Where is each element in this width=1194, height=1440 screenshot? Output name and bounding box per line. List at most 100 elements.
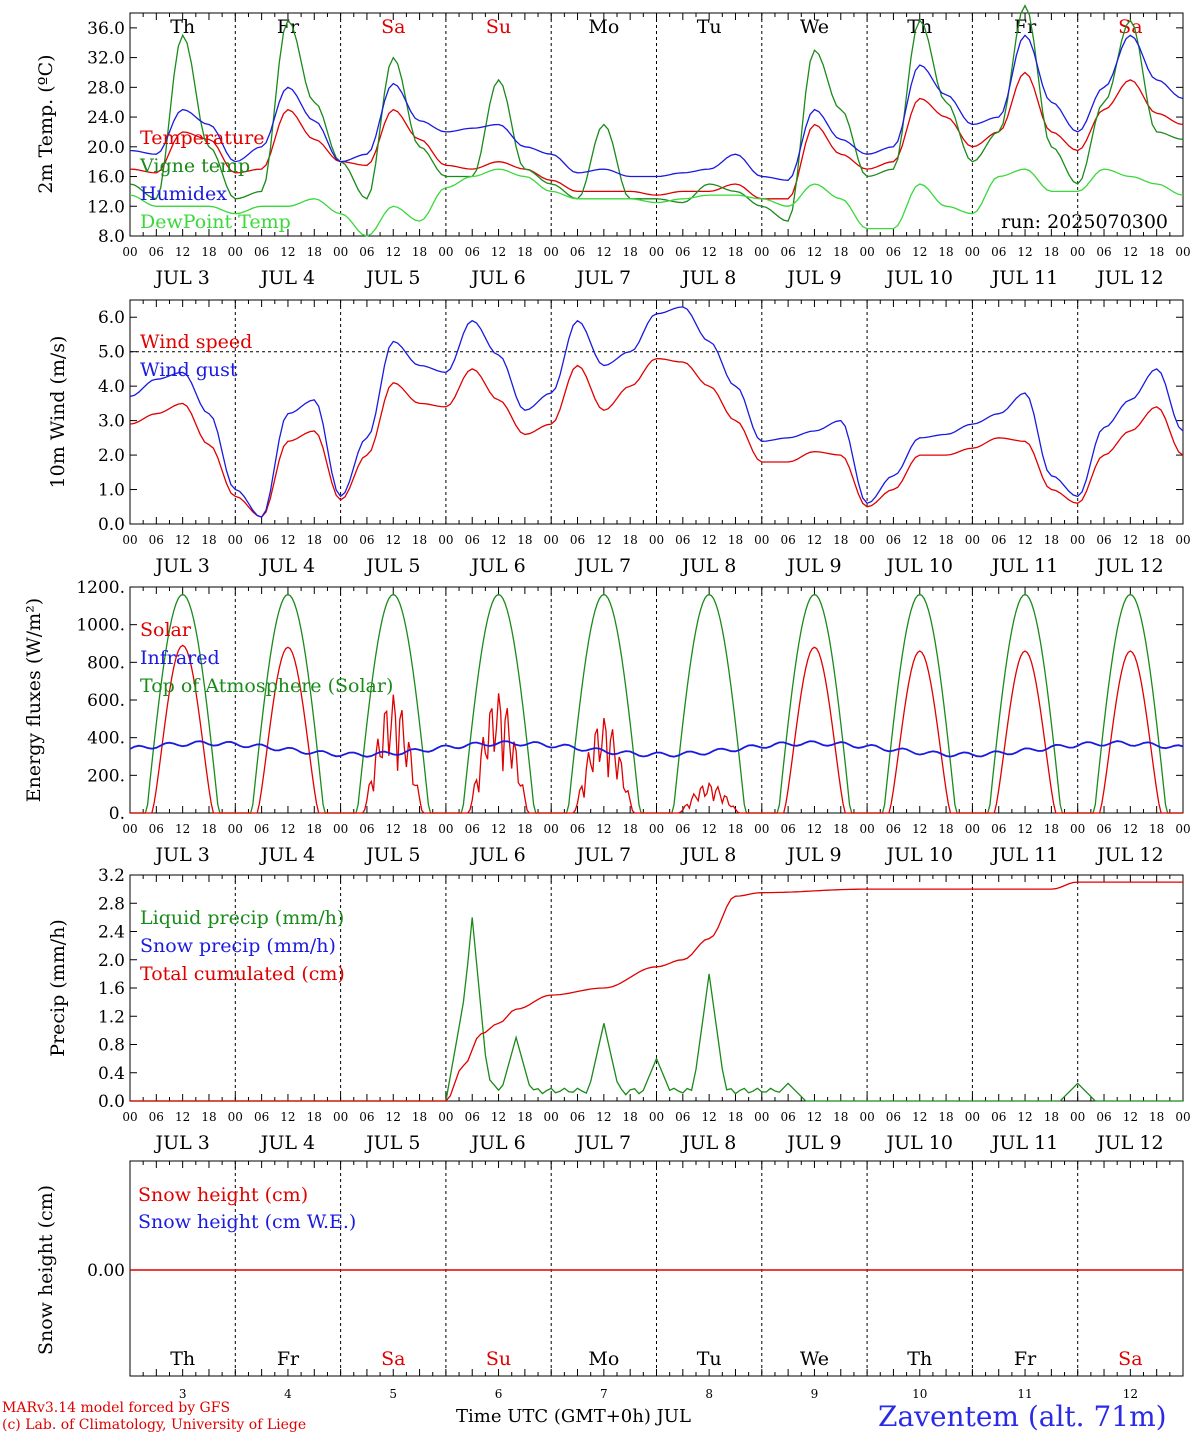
hour-tick-label: 12 <box>491 533 506 547</box>
date-label: JUL 4 <box>259 267 315 289</box>
day-name: Sa <box>381 16 405 38</box>
hour-tick-label: 12 <box>1017 1110 1032 1124</box>
hour-tick-label: 06 <box>359 822 374 836</box>
wind-y-tick-label: 6.0 <box>98 308 125 328</box>
hour-tick-label: 18 <box>1149 822 1164 836</box>
hour-tick-label: 00 <box>859 533 874 547</box>
day-name: Sa <box>381 1348 405 1370</box>
hour-tick-label: 18 <box>728 245 743 259</box>
panel-5 <box>129 1160 1184 1377</box>
precip-y-tick-label: 0.8 <box>98 1036 125 1056</box>
wind-y-tick-label: 3.0 <box>98 412 125 432</box>
hour-tick-label: 00 <box>228 245 243 259</box>
hour-tick-label: 18 <box>938 822 953 836</box>
date-label: JUL 4 <box>259 555 315 577</box>
day-number: 6 <box>495 1387 503 1400</box>
hour-tick-label: 18 <box>938 1110 953 1124</box>
hour-tick-label: 00 <box>333 822 348 836</box>
date-label: JUL 10 <box>885 1132 953 1154</box>
date-label: JUL 7 <box>575 844 631 866</box>
legend-entry: Liquid precip (mm/h) <box>140 907 344 929</box>
hour-tick-label: 12 <box>912 1110 927 1124</box>
hour-tick-label: 18 <box>1149 533 1164 547</box>
hour-tick-label: 12 <box>807 533 822 547</box>
hour-tick-label: 12 <box>912 822 927 836</box>
date-label: JUL 8 <box>680 267 736 289</box>
hour-tick-label: 18 <box>623 822 638 836</box>
hour-tick-label: 06 <box>149 533 164 547</box>
hour-tick-label: 12 <box>491 822 506 836</box>
day-name: Th <box>170 1348 195 1370</box>
hour-tick-label: 12 <box>280 245 295 259</box>
day-number: 7 <box>600 1387 608 1400</box>
hour-tick-label: 18 <box>201 822 216 836</box>
date-label: JUL 3 <box>153 267 209 289</box>
hour-tick-label: 00 <box>1175 822 1190 836</box>
hour-tick-label: 00 <box>438 245 453 259</box>
hour-tick-label: 06 <box>254 245 269 259</box>
hour-tick-label: 12 <box>702 822 717 836</box>
temp-y-tick-label: 32.0 <box>87 49 125 69</box>
hour-tick-label: 12 <box>912 533 927 547</box>
date-label: JUL 3 <box>153 555 209 577</box>
y-axis-title: 10m Wind (m/s) <box>47 336 69 489</box>
hour-tick-label: 06 <box>465 1110 480 1124</box>
panel-1 <box>129 12 1184 237</box>
legend-entry: Solar <box>140 619 192 641</box>
temp-y-tick-label: 12.0 <box>87 197 125 217</box>
precip-y-tick-label: 2.8 <box>98 894 125 914</box>
hour-tick-label: 12 <box>596 822 611 836</box>
hour-tick-label: 18 <box>517 822 532 836</box>
hour-tick-label: 00 <box>438 533 453 547</box>
hour-tick-label: 00 <box>228 1110 243 1124</box>
hour-tick-label: 12 <box>702 533 717 547</box>
hour-tick-label: 00 <box>544 245 559 259</box>
hour-tick-label: 00 <box>1070 1110 1085 1124</box>
day-number: 3 <box>179 1387 187 1400</box>
hour-tick-label: 12 <box>175 822 190 836</box>
day-number: 5 <box>389 1387 397 1400</box>
hour-tick-label: 06 <box>570 822 585 836</box>
date-label: JUL 9 <box>785 1132 841 1154</box>
hour-tick-label: 00 <box>333 533 348 547</box>
hour-tick-label: 18 <box>307 245 322 259</box>
hour-tick-label: 00 <box>1175 533 1190 547</box>
hour-tick-label: 00 <box>333 245 348 259</box>
date-label: JUL 7 <box>575 1132 631 1154</box>
date-label: JUL 11 <box>990 267 1058 289</box>
hour-tick-label: 00 <box>649 822 664 836</box>
hour-tick-label: 18 <box>307 1110 322 1124</box>
hour-tick-label: 00 <box>122 533 137 547</box>
date-label: JUL 4 <box>259 844 315 866</box>
hour-tick-label: 00 <box>1175 1110 1190 1124</box>
hour-tick-label: 06 <box>780 1110 795 1124</box>
legend-entry: Wind speed <box>140 331 252 353</box>
precip-y-tick-label: 1.2 <box>98 1007 125 1027</box>
day-name: Tu <box>697 1348 722 1370</box>
hour-tick-label: 12 <box>807 245 822 259</box>
day-name: Sa <box>1118 1348 1142 1370</box>
date-label: JUL 6 <box>469 555 525 577</box>
precip-y-tick-label: 0.4 <box>98 1064 125 1084</box>
precip-y-tick-label: 2.4 <box>98 923 125 943</box>
energy-y-tick-label: 600. <box>87 691 125 711</box>
hour-tick-label: 18 <box>833 245 848 259</box>
day-name: We <box>800 1348 829 1370</box>
hour-tick-label: 00 <box>754 1110 769 1124</box>
hour-tick-label: 18 <box>728 1110 743 1124</box>
wind-y-tick-label: 5.0 <box>98 343 125 363</box>
series-wind-gust <box>129 306 1184 518</box>
hour-tick-label: 18 <box>938 533 953 547</box>
hour-tick-label: 00 <box>754 245 769 259</box>
date-label: JUL 9 <box>785 267 841 289</box>
hour-tick-label: 00 <box>859 1110 874 1124</box>
hour-tick-label: 18 <box>1044 1110 1059 1124</box>
hour-tick-label: 12 <box>596 533 611 547</box>
energy-y-tick-label: 200. <box>87 766 125 786</box>
hour-tick-label: 00 <box>438 1110 453 1124</box>
date-label: JUL 6 <box>469 844 525 866</box>
date-label: JUL 12 <box>1095 555 1163 577</box>
hour-tick-label: 12 <box>386 1110 401 1124</box>
legend-entry: Total cumulated (cm) <box>140 963 345 985</box>
energy-y-tick-label: 0. <box>109 804 125 824</box>
